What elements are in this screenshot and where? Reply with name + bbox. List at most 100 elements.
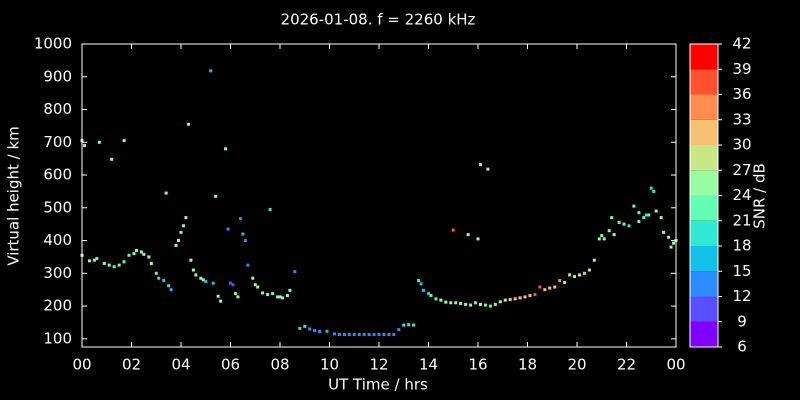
point xyxy=(377,333,381,337)
point xyxy=(110,157,114,161)
point xyxy=(268,207,272,211)
point xyxy=(127,253,131,257)
point xyxy=(199,276,203,280)
point xyxy=(652,189,656,193)
point xyxy=(122,260,126,264)
point xyxy=(563,280,567,284)
point xyxy=(367,333,371,337)
colorbar-segment xyxy=(690,69,718,95)
colorbar-segment xyxy=(690,195,718,221)
point xyxy=(454,301,458,305)
point xyxy=(352,333,356,337)
y-tick-label: 900 xyxy=(43,67,72,85)
x-tick-label: 14 xyxy=(419,356,438,374)
point xyxy=(597,237,601,241)
colorbar-segment xyxy=(690,145,718,171)
point xyxy=(181,224,185,228)
colorbar-tick-label: 21 xyxy=(732,211,751,229)
point xyxy=(513,297,517,301)
colorbar-tick-label: 12 xyxy=(732,287,751,305)
point xyxy=(201,278,205,282)
point xyxy=(600,234,604,238)
point xyxy=(498,300,502,304)
point xyxy=(508,298,512,302)
point xyxy=(97,140,101,144)
point xyxy=(154,271,158,275)
colorbar-tick-label: 6 xyxy=(737,338,747,356)
point xyxy=(271,292,275,296)
point xyxy=(122,139,126,143)
point xyxy=(209,69,213,73)
point xyxy=(647,213,651,217)
point xyxy=(637,220,641,224)
point xyxy=(186,122,190,126)
point xyxy=(157,276,161,280)
point xyxy=(637,211,641,215)
point xyxy=(387,333,391,337)
point xyxy=(392,333,396,337)
point xyxy=(211,281,215,285)
point xyxy=(174,243,178,247)
point xyxy=(92,258,96,262)
point xyxy=(607,229,611,233)
point xyxy=(325,329,329,333)
point xyxy=(444,300,448,304)
colorbar-segment xyxy=(690,220,718,246)
point xyxy=(427,292,430,296)
point xyxy=(357,333,361,337)
point xyxy=(644,213,648,217)
point xyxy=(132,252,136,256)
colorbar-tick-label: 39 xyxy=(732,60,751,78)
point xyxy=(617,221,621,225)
point xyxy=(236,295,240,299)
x-tick-label: 00 xyxy=(72,356,91,374)
x-axis-label: UT Time / hrs xyxy=(328,376,428,394)
point xyxy=(253,283,257,287)
y-tick-label: 600 xyxy=(43,166,72,184)
y-tick-label: 300 xyxy=(43,264,72,282)
point xyxy=(543,288,547,292)
y-tick-label: 700 xyxy=(43,133,72,151)
point xyxy=(417,279,421,283)
x-tick-label: 22 xyxy=(617,356,636,374)
point xyxy=(285,294,289,298)
point xyxy=(293,270,297,274)
colorbar-segment xyxy=(690,44,718,70)
point xyxy=(238,217,242,221)
colorbar-tick-label: 27 xyxy=(732,161,751,179)
point xyxy=(226,227,230,231)
x-tick-label: 04 xyxy=(171,356,190,374)
colorbar-segment xyxy=(690,271,718,297)
x-tick-label: 00 xyxy=(666,356,685,374)
point xyxy=(134,248,138,252)
point xyxy=(533,293,537,297)
point xyxy=(632,204,636,208)
point xyxy=(179,230,183,234)
y-tick-label: 500 xyxy=(43,198,72,216)
point xyxy=(503,298,507,302)
x-tick-label: 20 xyxy=(567,356,586,374)
point xyxy=(558,279,562,283)
point xyxy=(422,288,426,292)
point xyxy=(347,333,351,337)
point xyxy=(149,261,153,265)
point xyxy=(493,302,497,306)
colorbar-tick-label: 9 xyxy=(737,312,747,330)
point xyxy=(194,273,198,277)
x-tick-label: 16 xyxy=(468,356,487,374)
y-tick-label: 100 xyxy=(43,329,72,347)
point xyxy=(308,327,312,331)
point xyxy=(568,273,572,277)
point xyxy=(256,285,260,289)
x-tick-label: 12 xyxy=(369,356,388,374)
point xyxy=(488,304,492,308)
point xyxy=(241,232,245,236)
y-tick-label: 200 xyxy=(43,297,72,315)
x-tick-label: 08 xyxy=(270,356,289,374)
point xyxy=(246,263,250,267)
point xyxy=(592,258,596,262)
x-tick-label: 18 xyxy=(518,356,537,374)
point xyxy=(298,326,302,330)
